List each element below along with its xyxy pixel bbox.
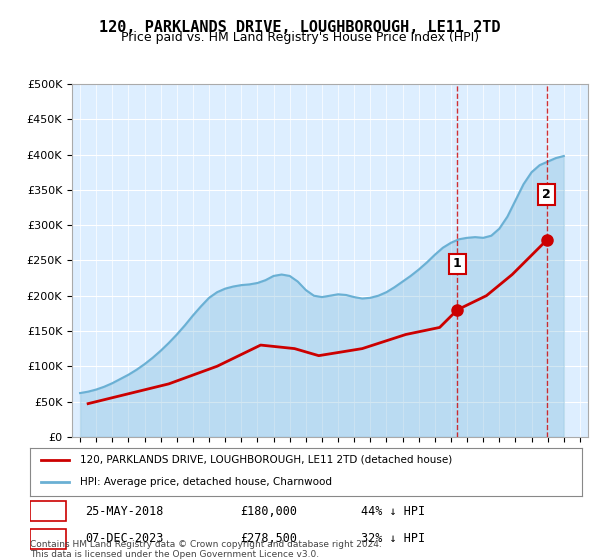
Text: Contains HM Land Registry data © Crown copyright and database right 2024.
This d: Contains HM Land Registry data © Crown c… — [30, 540, 382, 559]
Text: 1: 1 — [453, 258, 462, 270]
FancyBboxPatch shape — [30, 501, 66, 521]
Text: 2: 2 — [44, 533, 53, 545]
Text: £180,000: £180,000 — [240, 505, 297, 518]
Text: 1: 1 — [44, 505, 53, 518]
Text: 07-DEC-2023: 07-DEC-2023 — [85, 533, 164, 545]
Text: Price paid vs. HM Land Registry's House Price Index (HPI): Price paid vs. HM Land Registry's House … — [121, 31, 479, 44]
Text: 25-MAY-2018: 25-MAY-2018 — [85, 505, 164, 518]
Text: 32% ↓ HPI: 32% ↓ HPI — [361, 533, 425, 545]
Text: 44% ↓ HPI: 44% ↓ HPI — [361, 505, 425, 518]
Text: HPI: Average price, detached house, Charnwood: HPI: Average price, detached house, Char… — [80, 477, 332, 487]
Text: 2: 2 — [542, 188, 551, 201]
Text: 120, PARKLANDS DRIVE, LOUGHBOROUGH, LE11 2TD: 120, PARKLANDS DRIVE, LOUGHBOROUGH, LE11… — [99, 20, 501, 35]
Text: 120, PARKLANDS DRIVE, LOUGHBOROUGH, LE11 2TD (detached house): 120, PARKLANDS DRIVE, LOUGHBOROUGH, LE11… — [80, 455, 452, 465]
Text: £278,500: £278,500 — [240, 533, 297, 545]
FancyBboxPatch shape — [30, 529, 66, 549]
